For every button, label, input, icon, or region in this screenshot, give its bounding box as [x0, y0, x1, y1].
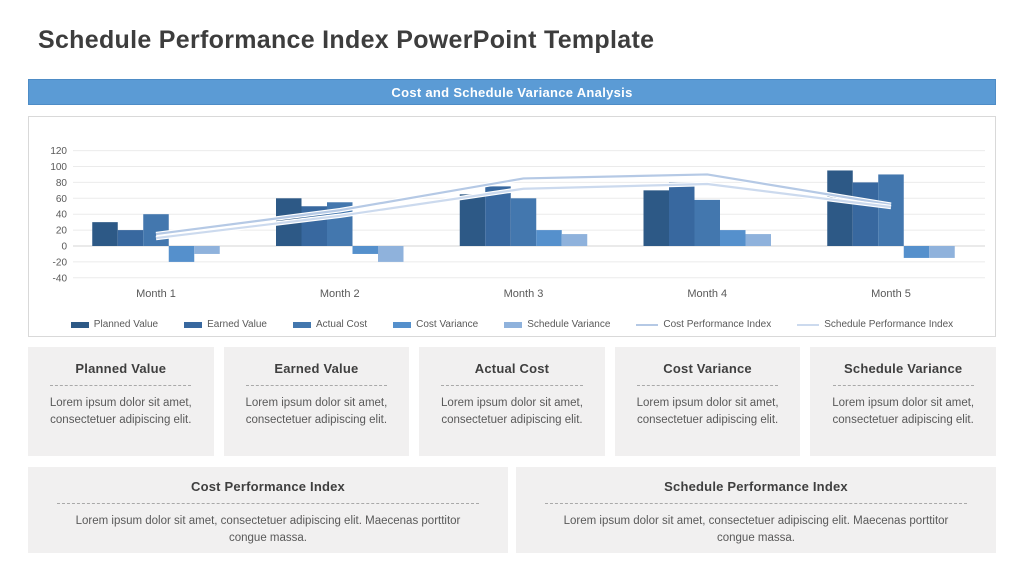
- legend-label: Schedule Performance Index: [824, 319, 954, 330]
- card-actual-cost: Actual Cost Lorem ipsum dolor sit amet, c…: [419, 347, 605, 456]
- legend-label: Cost Variance: [416, 319, 479, 330]
- legend-label: Schedule Variance: [527, 319, 611, 330]
- legend-item-schedule-variance: Schedule Variance: [504, 319, 610, 330]
- x-axis-label: Month 4: [687, 288, 727, 300]
- legend-swatch-icon: [393, 321, 412, 328]
- cost-schedule-variance-chart: 120 100 80 60 40 20 0 -20 -40 Month 1 Month 2 Month…: [50, 146, 985, 300]
- y-axis-tick: 20: [56, 226, 68, 237]
- legend-line-icon: [797, 323, 820, 326]
- legend-label: Cost Performance Index: [663, 319, 772, 330]
- legend-swatch-icon: [184, 321, 203, 328]
- bar-planned-value: [827, 170, 853, 246]
- card-title: Schedule Variance: [844, 361, 963, 376]
- legend-line-icon: [636, 323, 659, 326]
- chart-legend: Planned Value Earned Value Actual Cost Cost…: [29, 319, 995, 330]
- card-schedule-performance-index: Schedule Performance Index Lorem ipsum do…: [516, 467, 996, 553]
- x-axis-label: Month 5: [871, 288, 911, 300]
- bar-actual-cost: [510, 198, 537, 246]
- bar-planned-value: [643, 190, 669, 246]
- index-cards-row: Cost Performance Index Lorem ipsum dolor …: [28, 467, 996, 553]
- card-body-text: Lorem ipsum dolor sit amet, consectetuer…: [441, 397, 583, 427]
- bar-cost-variance: [352, 246, 378, 254]
- bar-earned-value: [852, 182, 879, 246]
- y-axis-tick: 100: [50, 162, 67, 173]
- y-axis-tick: 0: [61, 242, 67, 253]
- bar-schedule-variance: [378, 246, 404, 262]
- line-cost-performance-index: [155, 173, 892, 236]
- legend-swatch-icon: [504, 321, 523, 328]
- legend-swatch-icon: [70, 321, 89, 328]
- card-body-text: Lorem ipsum dolor sit amet, consectetuer…: [563, 515, 949, 545]
- dashed-divider: [544, 503, 968, 504]
- card-earned-value: Earned Value Lorem ipsum dolor sit amet, …: [223, 347, 410, 456]
- y-axis-tick: 120: [50, 146, 67, 157]
- page-title: Schedule Performance Index PowerPoint Te…: [38, 26, 655, 54]
- legend-item-planned-value: Planned Value: [70, 319, 159, 330]
- legend-item-earned-value: Earned Value: [184, 319, 267, 330]
- dashed-divider: [637, 385, 779, 386]
- dashed-divider: [832, 385, 974, 386]
- bar-earned-value: [669, 182, 695, 246]
- chart-title: Cost and Schedule Variance Analysis: [391, 84, 633, 100]
- legend-item-cost-performance-index: Cost Performance Index: [636, 319, 771, 330]
- y-axis-tick: -20: [53, 257, 68, 268]
- chart-panel: 120 100 80 60 40 20 0 -20 -40 Month 1 Month 2 Month…: [28, 116, 996, 337]
- y-axis-tick: 60: [56, 194, 68, 205]
- bar-schedule-variance: [194, 246, 220, 254]
- card-cost-performance-index: Cost Performance Index Lorem ipsum dolor …: [28, 467, 508, 553]
- bar-cost-variance: [720, 230, 746, 246]
- legend-item-schedule-performance-index: Schedule Performance Index: [797, 319, 953, 330]
- dashed-divider: [441, 385, 583, 386]
- card-body-text: Lorem ipsum dolor sit amet, consectetuer…: [832, 397, 975, 427]
- dashed-divider: [50, 385, 192, 386]
- bar-planned-value: [92, 222, 118, 246]
- bar-actual-cost: [694, 199, 720, 246]
- card-title: Actual Cost: [474, 361, 550, 376]
- card-title: Planned Value: [75, 361, 167, 376]
- legend-label: Planned Value: [93, 319, 159, 330]
- legend-label: Actual Cost: [315, 319, 368, 330]
- bar-earned-value: [117, 230, 144, 246]
- bar-actual-cost: [878, 174, 904, 246]
- x-axis-label: Month 2: [320, 288, 360, 300]
- bar-schedule-variance: [745, 234, 771, 246]
- bar-planned-value: [459, 194, 486, 246]
- x-axis-label: Month 3: [504, 288, 544, 300]
- card-schedule-variance: Schedule Variance Lorem ipsum dolor sit a…: [810, 347, 996, 456]
- legend-item-cost-variance: Cost Variance: [393, 319, 478, 330]
- card-title: Earned Value: [274, 361, 359, 376]
- bar-earned-value: [485, 186, 511, 246]
- legend-swatch-icon: [292, 321, 311, 328]
- y-axis-tick: 40: [56, 210, 68, 221]
- dashed-divider: [245, 385, 387, 386]
- card-cost-variance: Cost Variance Lorem ipsum dolor sit amet,…: [614, 347, 801, 456]
- dashed-divider: [56, 503, 480, 504]
- card-title: Schedule Performance Index: [664, 479, 848, 494]
- card-body-text: Lorem ipsum dolor sit amet, consectetuer…: [636, 397, 779, 427]
- card-body-text: Lorem ipsum dolor sit amet, consectetuer…: [49, 397, 192, 427]
- card-body-text: Lorem ipsum dolor sit amet, consectetuer…: [245, 397, 388, 427]
- legend-label: Earned Value: [207, 319, 267, 330]
- line-schedule-performance-index: [155, 182, 892, 240]
- definition-cards-row: Planned Value Lorem ipsum dolor sit amet,…: [28, 347, 996, 456]
- bar-schedule-variance: [561, 234, 588, 246]
- x-axis-label: Month 1: [136, 288, 176, 300]
- bar-actual-cost: [143, 214, 169, 246]
- bar-schedule-variance: [929, 246, 955, 258]
- bar-cost-variance: [903, 246, 930, 258]
- bar-cost-variance: [536, 230, 562, 246]
- bar-cost-variance: [168, 246, 195, 262]
- y-axis-tick: 80: [56, 178, 68, 189]
- card-planned-value: Planned Value Lorem ipsum dolor sit amet,…: [28, 347, 214, 456]
- y-axis-tick: -40: [53, 273, 68, 284]
- card-title: Cost Variance: [663, 361, 752, 376]
- legend-item-actual-cost: Actual Cost: [292, 319, 368, 330]
- card-body-text: Lorem ipsum dolor sit amet, consectetuer…: [75, 515, 461, 545]
- chart-title-banner: Cost and Schedule Variance Analysis: [28, 79, 996, 105]
- card-title: Cost Performance Index: [191, 479, 345, 494]
